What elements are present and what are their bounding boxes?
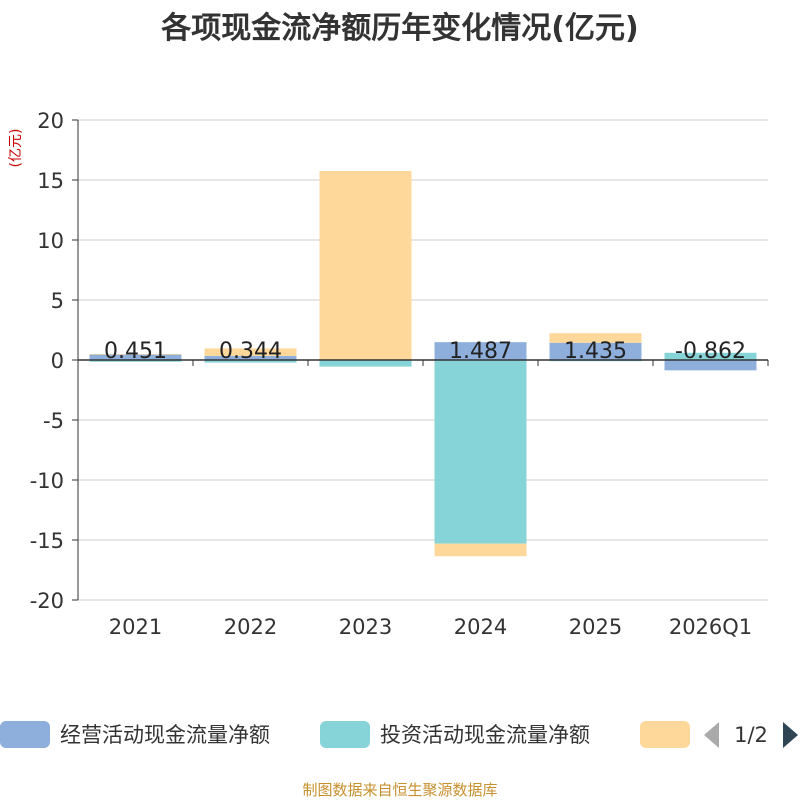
y-tick-label: 15 — [37, 169, 64, 193]
y-tick-label: 0 — [51, 349, 64, 373]
bar-2022-series-1[interactable] — [204, 355, 297, 360]
y-tick-label: 5 — [51, 289, 64, 313]
chart-title: 各项现金流净额历年变化情况(亿元) — [160, 11, 638, 46]
bar-2026Q1-series-2[interactable] — [664, 352, 757, 360]
x-tick-label: 2023 — [339, 615, 392, 639]
data-label-2025: 1.435 — [564, 339, 627, 364]
bar-2023-series-2[interactable] — [319, 360, 412, 367]
data-label-2021: 0.451 — [104, 339, 167, 364]
y-tick-label: -15 — [30, 529, 64, 553]
legend-next-arrow-icon[interactable] — [783, 722, 798, 748]
legend-swatch-series-2[interactable] — [320, 721, 370, 748]
legend-pager: 1/2 — [704, 722, 798, 748]
x-tick-label: 2021 — [109, 615, 162, 639]
y-tick-label: -5 — [43, 409, 64, 433]
x-tick-labels: 2021 2022 2023 2024 2025 2026Q1 — [109, 615, 752, 639]
legend-swatch-series-3[interactable] — [640, 721, 690, 748]
data-label-2022: 0.344 — [219, 339, 282, 364]
data-label-2026Q1: -0.862 — [675, 339, 746, 364]
bar-2024-series-3[interactable] — [434, 543, 527, 557]
y-tick-label: 10 — [37, 229, 64, 253]
legend: 经营活动现金流量净额 投资活动现金流量净额 — [0, 721, 690, 748]
bar-2021-series-1[interactable] — [89, 354, 182, 360]
axes — [77, 120, 769, 600]
y-tick-label: 20 — [37, 109, 64, 133]
data-labels: 0.451 0.344 1.487 1.435 -0.862 — [104, 339, 746, 364]
source-note: 制图数据来自恒生聚源数据库 — [302, 781, 497, 799]
y-tick-label: -20 — [30, 589, 64, 613]
legend-label-series-1[interactable]: 经营活动现金流量净额 — [60, 723, 270, 747]
y-tick-label: -10 — [30, 469, 64, 493]
legend-swatch-series-1[interactable] — [0, 721, 50, 748]
bar-2024-series-2[interactable] — [434, 360, 527, 544]
bars — [89, 171, 757, 557]
bar-2025-series-1[interactable] — [549, 342, 642, 360]
legend-page-indicator: 1/2 — [734, 723, 768, 747]
bar-2023-series-3[interactable] — [319, 171, 412, 360]
bar-2024-series-1[interactable] — [434, 342, 527, 360]
y-tick-labels: 20 15 10 5 0 -5 -10 -15 -20 — [30, 109, 64, 613]
x-tick-label: 2024 — [454, 615, 507, 639]
bar-2021-series-3[interactable] — [89, 353, 182, 355]
y-axis-unit: (亿元) — [8, 129, 24, 168]
legend-prev-arrow-icon[interactable] — [704, 722, 719, 748]
x-tick-label: 2026Q1 — [669, 615, 752, 639]
bar-2025-series-3[interactable] — [549, 333, 642, 343]
data-label-2024: 1.487 — [449, 339, 512, 364]
bar-2026Q1-series-1[interactable] — [664, 360, 757, 371]
x-tick-label: 2025 — [569, 615, 622, 639]
x-tick-label: 2022 — [224, 615, 277, 639]
bar-2021-series-2[interactable] — [89, 360, 182, 362]
bar-2022-series-2[interactable] — [204, 360, 297, 363]
bar-2022-series-3[interactable] — [204, 348, 297, 356]
legend-label-series-2[interactable]: 投资活动现金流量净额 — [380, 723, 590, 747]
